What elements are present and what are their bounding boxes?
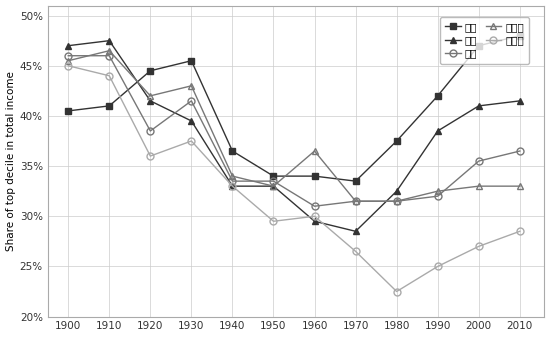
미국: [229, 149, 236, 153]
독일: [516, 149, 523, 153]
영국: [475, 104, 482, 108]
스웨덴: [393, 289, 400, 294]
스웨덴: [353, 249, 359, 253]
프랑스: [311, 149, 318, 153]
독일: [475, 159, 482, 163]
프랑스: [353, 199, 359, 203]
Line: 영국: 영국: [65, 37, 523, 235]
미국: [475, 44, 482, 48]
미국: [188, 59, 195, 63]
미국: [311, 174, 318, 178]
프랑스: [516, 184, 523, 188]
독일: [353, 199, 359, 203]
스웨덴: [188, 139, 195, 143]
스웨덴: [270, 219, 277, 223]
영국: [65, 44, 72, 48]
프랑스: [106, 49, 113, 53]
미국: [434, 94, 441, 98]
독일: [311, 204, 318, 208]
Line: 스웨덴: 스웨덴: [65, 62, 523, 295]
영국: [188, 119, 195, 123]
프랑스: [65, 59, 72, 63]
미국: [270, 174, 277, 178]
독일: [229, 179, 236, 183]
영국: [229, 184, 236, 188]
Line: 독일: 독일: [65, 52, 523, 210]
미국: [393, 139, 400, 143]
프랑스: [475, 184, 482, 188]
스웨덴: [434, 265, 441, 269]
영국: [147, 99, 153, 103]
스웨덴: [311, 214, 318, 218]
미국: [106, 104, 113, 108]
Line: 프랑스: 프랑스: [65, 47, 523, 205]
프랑스: [147, 94, 153, 98]
독일: [65, 54, 72, 58]
영국: [270, 184, 277, 188]
영국: [311, 219, 318, 223]
영국: [106, 39, 113, 43]
독일: [188, 99, 195, 103]
영국: [353, 229, 359, 233]
독일: [147, 129, 153, 133]
미국: [516, 34, 523, 38]
독일: [106, 54, 113, 58]
영국: [393, 189, 400, 193]
스웨덴: [516, 229, 523, 233]
미국: [353, 179, 359, 183]
스웨덴: [229, 184, 236, 188]
미국: [65, 109, 72, 113]
스웨덴: [106, 74, 113, 78]
미국: [147, 69, 153, 73]
독일: [434, 194, 441, 198]
영국: [434, 129, 441, 133]
프랑스: [188, 84, 195, 88]
Y-axis label: Share of top decile in total income: Share of top decile in total income: [6, 71, 15, 251]
Line: 미국: 미국: [65, 32, 523, 185]
독일: [393, 199, 400, 203]
영국: [516, 99, 523, 103]
프랑스: [229, 174, 236, 178]
스웨덴: [147, 154, 153, 158]
스웨덴: [65, 64, 72, 68]
스웨덴: [475, 244, 482, 248]
프랑스: [434, 189, 441, 193]
Legend: 미국, 영국, 독일, 프랑스, 스웨덴: 미국, 영국, 독일, 프랑스, 스웨덴: [439, 17, 529, 64]
프랑스: [270, 184, 277, 188]
프랑스: [393, 199, 400, 203]
독일: [270, 179, 277, 183]
